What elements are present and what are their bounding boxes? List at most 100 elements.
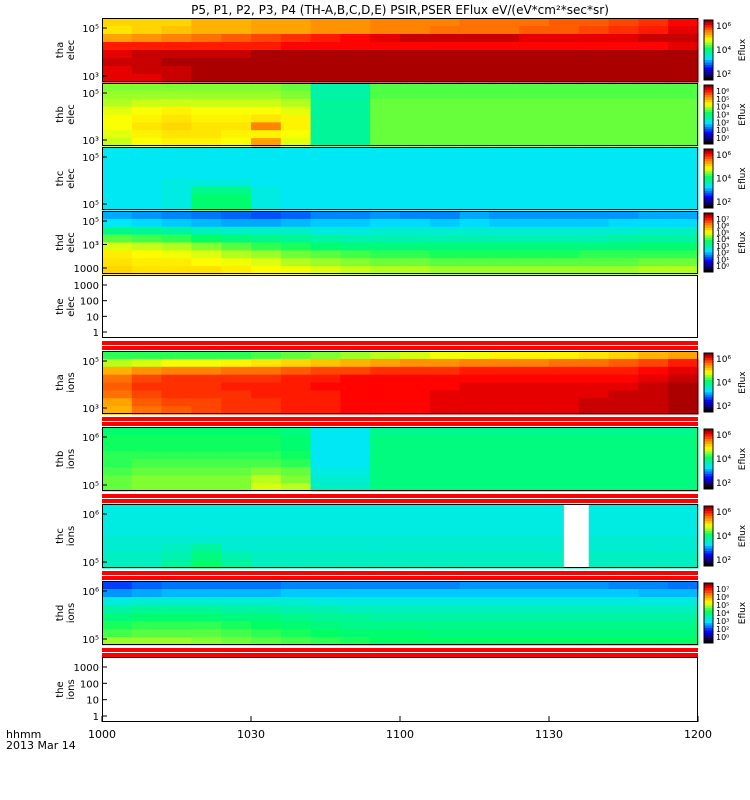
heatmap-cell — [370, 544, 401, 553]
heatmap-cell — [668, 613, 699, 622]
heatmap-cell — [429, 366, 461, 376]
heatmap-cell — [370, 467, 401, 476]
empty-panel-area — [102, 657, 698, 722]
heatmap-cell — [400, 544, 431, 553]
heatmap-cell — [251, 218, 282, 228]
colorbar-band — [704, 353, 713, 356]
heatmap-cell — [638, 427, 669, 436]
heatmap-cell — [519, 26, 550, 35]
heatmap-cell — [340, 382, 371, 391]
heatmap-cell — [519, 194, 550, 203]
panel-separator — [102, 648, 698, 657]
heatmap-cell — [251, 544, 282, 553]
heatmap-cell — [638, 552, 669, 561]
heatmap-cell — [370, 536, 401, 545]
heatmap-cell — [489, 90, 520, 100]
heatmap-cell — [131, 544, 163, 553]
colorbar-band — [704, 518, 713, 522]
colorbar-band — [704, 134, 713, 138]
heatmap-cell — [340, 475, 371, 484]
heatmap-cell — [519, 512, 550, 521]
heatmap-cell — [310, 475, 341, 484]
heatmap-cell — [608, 552, 639, 561]
heatmap-cell — [191, 138, 222, 147]
heatmap-cell — [608, 58, 639, 67]
heatmap-cell — [668, 427, 699, 436]
colorbar-band — [704, 375, 713, 379]
probe-label: thc — [55, 528, 66, 544]
heatmap-cell — [280, 138, 312, 147]
heatmap-cell — [102, 98, 133, 108]
heatmap-cell — [191, 242, 222, 251]
heatmap-cell — [549, 98, 580, 108]
heatmap-cell — [608, 451, 639, 460]
colorbar-band — [704, 392, 713, 396]
heatmap-cell — [280, 26, 312, 35]
heatmap-cell — [370, 130, 401, 139]
heatmap-cell — [638, 528, 669, 537]
heatmap-cell — [310, 90, 341, 100]
colorbar-label: Eflux — [738, 231, 748, 254]
heatmap-cell — [429, 34, 461, 43]
heatmap-cell — [519, 66, 550, 75]
heatmap-cell — [668, 162, 699, 172]
colorbar-tick-label: 10³ — [716, 242, 729, 251]
colorbar-band — [704, 141, 713, 145]
heatmap-cell — [668, 629, 699, 638]
heatmap-cell — [429, 114, 461, 123]
heatmap-cell — [280, 66, 312, 75]
heatmap-cell — [429, 637, 461, 646]
heatmap-cell — [429, 170, 461, 180]
colorbar-band — [704, 22, 713, 26]
heatmap-cell — [191, 218, 222, 228]
colorbar-tick-label: 10⁶ — [716, 22, 731, 32]
heatmap-cell — [191, 250, 222, 259]
heatmap-cell — [519, 475, 550, 484]
heatmap-cell — [400, 162, 431, 172]
colorbar-band — [704, 394, 713, 398]
heatmap-cell — [340, 504, 371, 513]
heatmap-cell — [340, 605, 371, 614]
y-tick-label: 10⁵ — [82, 89, 99, 100]
heatmap-cell — [280, 443, 312, 452]
heatmap-cell — [608, 475, 639, 484]
heatmap-cell — [221, 637, 252, 646]
heatmap-cell — [310, 66, 341, 75]
heatmap-cell — [251, 211, 282, 220]
heatmap-cell — [668, 536, 699, 545]
heatmap-cell — [578, 122, 610, 131]
heatmap-cell — [578, 512, 610, 521]
heatmap-cell — [519, 459, 550, 468]
heatmap-cell — [400, 211, 431, 220]
heatmap-cell — [549, 374, 580, 384]
heatmap-cell — [161, 42, 192, 51]
heatmap-cell — [310, 605, 341, 614]
heatmap-cell — [131, 621, 163, 630]
heatmap-cell — [519, 106, 550, 116]
heatmap-cell — [102, 58, 133, 67]
heatmap-cell — [608, 382, 639, 391]
heatmap-cell — [549, 226, 580, 236]
heatmap-cell — [608, 613, 639, 622]
colorbar-band — [704, 620, 713, 624]
heatmap-cell — [638, 504, 669, 513]
heatmap-cell — [400, 427, 431, 436]
heatmap-cell — [340, 390, 371, 399]
heatmap-cell — [429, 435, 461, 444]
heatmap-cell — [668, 42, 699, 51]
heatmap-cell — [191, 66, 222, 75]
colorbar-band — [704, 382, 713, 386]
heatmap-cell — [221, 130, 252, 139]
heatmap-cell — [310, 366, 341, 376]
heatmap-cell — [161, 374, 192, 384]
heatmap-cell — [429, 50, 461, 59]
heatmap-cell — [340, 114, 371, 123]
heatmap-cell — [429, 621, 461, 630]
heatmap-cell — [429, 242, 461, 251]
heatmap-cell — [221, 613, 252, 622]
heatmap-cell — [489, 202, 520, 211]
heatmap-cell — [131, 122, 163, 131]
heatmap-cell — [310, 170, 341, 180]
heatmap-cell — [191, 427, 222, 436]
